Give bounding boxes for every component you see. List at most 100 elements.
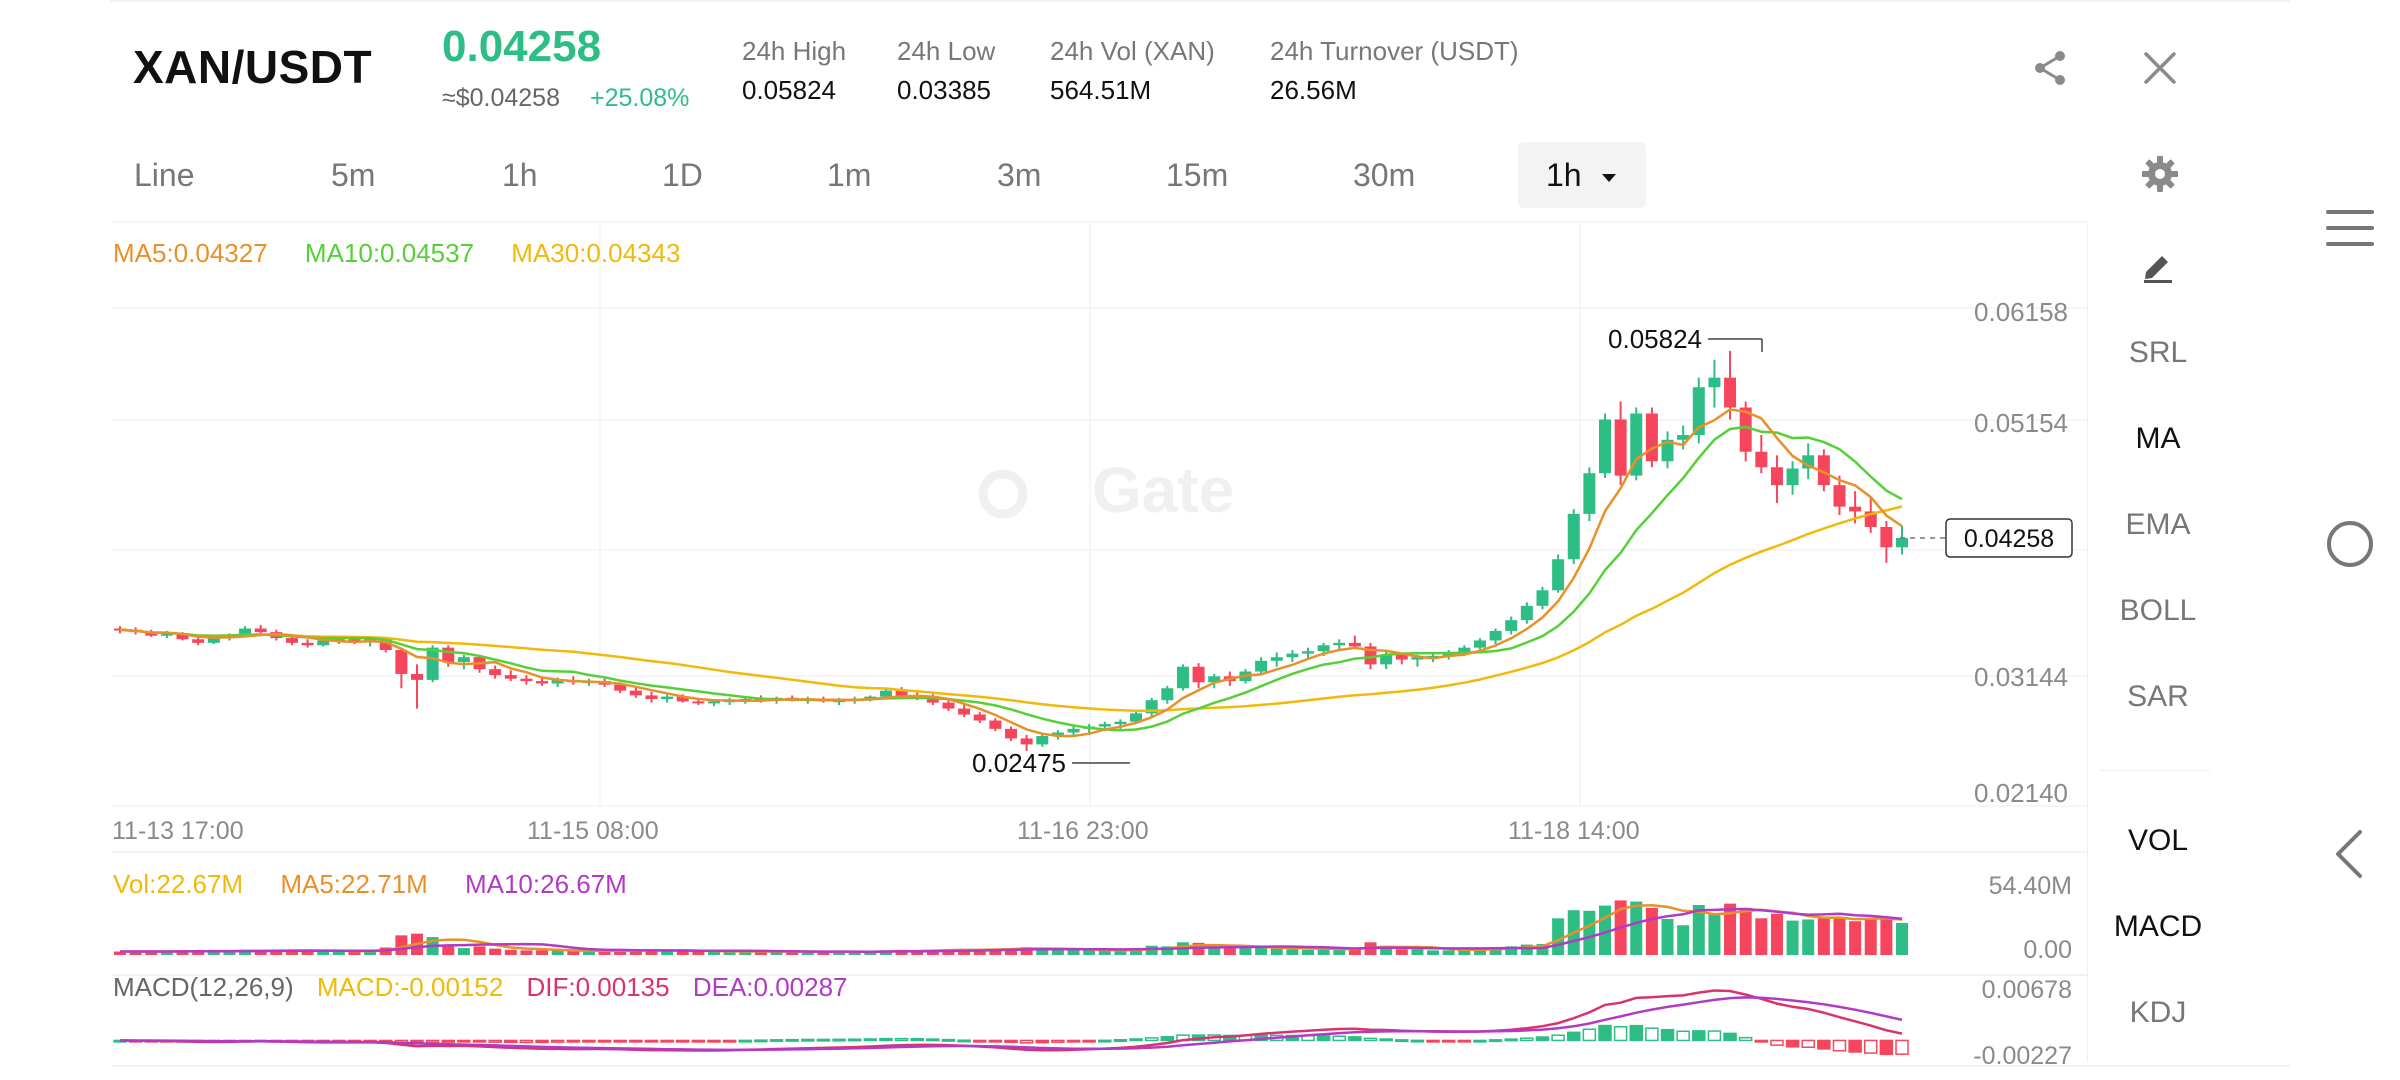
volume-bar bbox=[848, 951, 861, 955]
volume-bar bbox=[223, 951, 236, 955]
macd-hist-bar bbox=[1129, 1038, 1143, 1042]
macd-hist-bar bbox=[972, 1039, 987, 1043]
volume-bar bbox=[1239, 948, 1252, 955]
macd-hist-bar bbox=[910, 1037, 924, 1042]
macd-hist-bar bbox=[1066, 1039, 1081, 1043]
volume-bar bbox=[1896, 922, 1908, 955]
tab-1d[interactable]: 1D bbox=[662, 157, 703, 193]
side-item-ma[interactable]: MA bbox=[2135, 422, 2181, 455]
candle-body bbox=[926, 697, 939, 703]
side-item-vol[interactable]: VOL bbox=[2127, 824, 2189, 857]
macd-hist-bar bbox=[863, 1038, 878, 1042]
macd-hist-bar bbox=[1113, 1038, 1128, 1042]
candle-body bbox=[1005, 728, 1017, 739]
macd-hist-bar bbox=[1504, 1038, 1518, 1042]
side-item-kdj[interactable]: KDJ bbox=[2129, 996, 2187, 1029]
candle-body bbox=[285, 638, 298, 643]
volume-bar bbox=[708, 951, 720, 955]
candle-body bbox=[176, 633, 189, 640]
candle-body bbox=[645, 695, 658, 700]
side-item-sar[interactable]: SAR bbox=[2127, 680, 2189, 713]
gear-icon bbox=[2142, 156, 2178, 192]
candle-body bbox=[239, 628, 252, 635]
candle-body bbox=[1724, 377, 1737, 408]
y-axis-label: 0.03144 bbox=[1974, 662, 2068, 692]
tab-30m[interactable]: 30m bbox=[1353, 157, 1416, 193]
main-indicator-legend: MA5:0.04327 MA10:0.04537 MA30:0.04343 bbox=[113, 238, 680, 268]
pencil-icon bbox=[2144, 256, 2172, 283]
macd-hist-bar bbox=[1348, 1036, 1362, 1042]
tab-line[interactable]: Line bbox=[134, 157, 195, 193]
volume-bar bbox=[1536, 944, 1549, 955]
back-chevron-icon bbox=[2336, 830, 2362, 878]
tab-1h[interactable]: 1h bbox=[502, 157, 538, 193]
side-item-macd[interactable]: MACD bbox=[2113, 910, 2203, 943]
settings-button[interactable] bbox=[2138, 152, 2182, 196]
volume-bar bbox=[129, 951, 142, 955]
back-button[interactable] bbox=[2330, 828, 2370, 885]
timeframe-dropdown[interactable]: 1h bbox=[1518, 142, 1647, 208]
macd-hist-bar bbox=[1785, 1039, 1800, 1048]
candle-body bbox=[1599, 419, 1611, 474]
candle-body bbox=[989, 720, 1002, 729]
candle-body bbox=[1114, 721, 1127, 725]
volume-bar bbox=[1083, 950, 1096, 955]
volume-bar bbox=[1067, 950, 1080, 955]
candles-layer bbox=[114, 350, 1908, 751]
macd-hist-bar bbox=[1441, 1039, 1456, 1043]
volume-bar bbox=[786, 952, 799, 955]
share-button[interactable] bbox=[2026, 44, 2074, 92]
volume-bar bbox=[582, 951, 595, 955]
high-marker-label: 0.05824 bbox=[1608, 324, 1702, 354]
macd-hist-bar bbox=[1645, 1027, 1659, 1042]
macd-hist-bar bbox=[613, 1039, 627, 1043]
candle-body bbox=[395, 650, 408, 674]
volume-bar bbox=[833, 951, 846, 955]
macd-hist-bar bbox=[1551, 1034, 1565, 1042]
candle-body bbox=[942, 702, 955, 709]
volume-bar bbox=[1161, 946, 1174, 955]
macd-hist-bar bbox=[1160, 1035, 1175, 1042]
candle-body bbox=[192, 639, 205, 643]
macd-hist-bar bbox=[1035, 1039, 1050, 1044]
close-button[interactable] bbox=[2136, 44, 2184, 92]
tab-15m[interactable]: 15m bbox=[1166, 157, 1229, 193]
side-item-boll[interactable]: BOLL bbox=[2119, 594, 2197, 627]
macd-hist-bar bbox=[1879, 1039, 1894, 1056]
volume-bar bbox=[1661, 918, 1674, 955]
volume-bar bbox=[989, 948, 1002, 955]
volume-bar bbox=[1864, 919, 1877, 955]
home-button[interactable] bbox=[2324, 518, 2376, 575]
macd-hist-bar bbox=[707, 1039, 721, 1043]
volume-bar bbox=[160, 951, 173, 955]
usd-price: ≈$0.04258 bbox=[442, 84, 560, 112]
stat-value: 0.05824 bbox=[742, 75, 836, 105]
volume-bar bbox=[817, 952, 830, 955]
tab-1m[interactable]: 1m bbox=[827, 157, 872, 193]
macd-hist-bar bbox=[1817, 1039, 1831, 1050]
tab-5m[interactable]: 5m bbox=[331, 157, 376, 193]
candle-body bbox=[1067, 728, 1080, 733]
candle-body bbox=[504, 675, 517, 679]
macd-hist-bar bbox=[1379, 1038, 1393, 1042]
vol-axis-label: 0.00 bbox=[2023, 936, 2072, 964]
volume-bar bbox=[254, 950, 267, 955]
side-item-ema[interactable]: EMA bbox=[2125, 508, 2191, 541]
volume-bar bbox=[1348, 948, 1361, 955]
ma30-line bbox=[119, 505, 1903, 713]
macd-hist-bar bbox=[785, 1038, 799, 1042]
macd-hist-bar bbox=[519, 1039, 534, 1044]
volume-bar bbox=[457, 948, 470, 955]
draw-tool-button[interactable] bbox=[2130, 244, 2186, 288]
candle-body bbox=[1317, 645, 1330, 652]
macd-axis-label: -0.00227 bbox=[1973, 1042, 2072, 1070]
volume-bar bbox=[1395, 949, 1408, 955]
tab-3m[interactable]: 3m bbox=[997, 157, 1042, 193]
stat-24h-vol: 24h Vol (XAN) 564.51M bbox=[1050, 36, 1215, 106]
caret-down-icon bbox=[1602, 173, 1617, 182]
macd-hist-bar bbox=[1520, 1037, 1534, 1042]
volume-bar bbox=[145, 951, 158, 955]
menu-button[interactable] bbox=[2324, 206, 2376, 255]
side-item-srl[interactable]: SRL bbox=[2128, 336, 2188, 369]
